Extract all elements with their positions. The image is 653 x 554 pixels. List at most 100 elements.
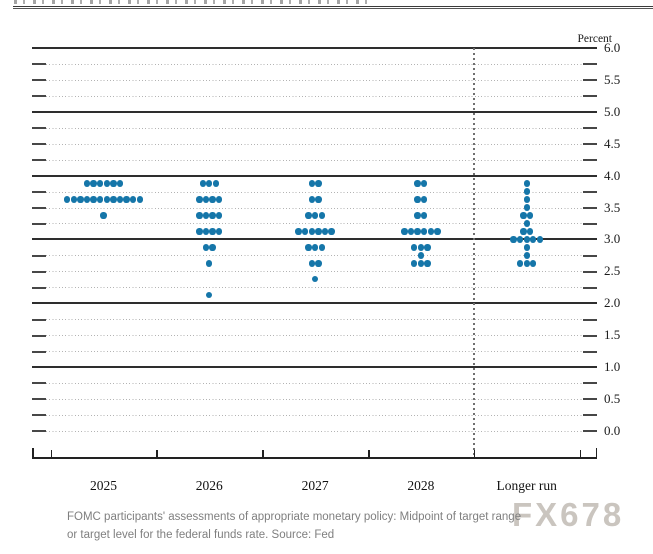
right-tick-2.25 xyxy=(583,286,597,289)
dot-2028-3.125 xyxy=(401,228,408,235)
right-tick-3.50 xyxy=(583,207,597,209)
dot-2027-3.875 xyxy=(315,180,322,187)
gridline-5.25 xyxy=(46,95,583,97)
right-tick-0.25 xyxy=(583,414,597,417)
dot-2027-3.125 xyxy=(302,228,309,235)
y-tick-label-2.0: 2.0 xyxy=(604,295,621,311)
dot-2026-2.875 xyxy=(209,244,216,251)
gridline-0.25 xyxy=(46,414,583,416)
dot-longer-run-3.75 xyxy=(523,188,530,195)
right-tick-4.50 xyxy=(583,143,597,146)
left-tick-1.50 xyxy=(32,334,46,337)
gridline-0.00 xyxy=(46,430,583,432)
dot-2028-2.875 xyxy=(424,244,431,251)
dot-2025-3.625 xyxy=(97,196,104,203)
gridline-4.75 xyxy=(46,127,583,129)
right-tick-5.50 xyxy=(583,79,597,82)
dot-2028-3.125 xyxy=(427,228,434,235)
gridline-2.50 xyxy=(46,271,583,273)
dot-2028-3.625 xyxy=(414,196,421,203)
dot-2025-3.375 xyxy=(100,212,107,219)
dot-2027-2.375 xyxy=(311,276,319,283)
dot-2025-3.625 xyxy=(123,196,130,203)
left-tick-3.25 xyxy=(32,222,46,225)
watermark: FX678 xyxy=(512,496,625,533)
x-axis-tick-2 xyxy=(262,450,264,457)
dot-2025-3.625 xyxy=(103,196,110,203)
dot-longer-run-3.375 xyxy=(520,212,527,219)
right-tick-4.75 xyxy=(583,127,597,130)
dot-2026-3.625 xyxy=(209,196,216,203)
y-tick-label-2.5: 2.5 xyxy=(604,263,621,279)
right-tick-0.75 xyxy=(583,382,597,385)
dot-2026-3.375 xyxy=(196,212,203,219)
y-tick-label-3.5: 3.5 xyxy=(604,199,621,215)
gridline-6.00 xyxy=(32,47,597,49)
y-tick-label-0.5: 0.5 xyxy=(604,390,621,406)
left-tick-3.75 xyxy=(32,191,46,194)
x-axis-line xyxy=(32,457,597,459)
gridline-1.75 xyxy=(46,319,583,321)
dot-2026-2.125 xyxy=(206,292,213,299)
x-axis-right-corner xyxy=(595,448,597,457)
right-tick-4.25 xyxy=(583,159,597,162)
y-tick-label-4.5: 4.5 xyxy=(604,135,621,151)
y-tick-label-1.5: 1.5 xyxy=(604,327,621,343)
right-tick-5.25 xyxy=(583,95,597,98)
left-tick-4.75 xyxy=(32,127,46,130)
dot-longer-run-3.625 xyxy=(523,196,530,203)
left-tick-0.00 xyxy=(32,430,46,433)
gridline-3.50 xyxy=(46,207,583,209)
dot-2027-3.375 xyxy=(311,212,319,219)
dot-longer-run-3.125 xyxy=(526,228,534,235)
gridline-5.50 xyxy=(46,79,583,81)
category-label-2027: 2027 xyxy=(301,478,329,493)
dot-2026-2.875 xyxy=(202,244,210,251)
y-tick-label-6.0: 6.0 xyxy=(604,40,621,55)
y-tick-label-4.0: 4.0 xyxy=(604,167,621,183)
dot-2025-3.625 xyxy=(130,196,137,203)
dot-2028-3.875 xyxy=(421,180,428,187)
left-tick-2.75 xyxy=(32,254,46,257)
dot-2027-3.625 xyxy=(315,196,322,203)
gridline-3.00 xyxy=(32,238,597,241)
dot-2025-3.875 xyxy=(116,180,124,187)
gridline-1.25 xyxy=(46,351,583,353)
dot-2026-3.375 xyxy=(216,212,223,219)
dot-longer-run-2.625 xyxy=(516,260,524,267)
gridline-3.75 xyxy=(46,191,583,193)
left-tick-0.75 xyxy=(32,382,46,385)
dot-longer-run-3 xyxy=(536,236,544,243)
dot-2026-3.875 xyxy=(212,180,220,187)
dot-2027-3.125 xyxy=(295,228,302,235)
dot-2025-3.625 xyxy=(77,196,84,203)
right-tick-1.50 xyxy=(583,334,597,337)
dot-2026-3.625 xyxy=(216,196,223,203)
right-tick-5.75 xyxy=(583,63,597,66)
dot-longer-run-2.625 xyxy=(530,260,537,267)
dot-2028-3.125 xyxy=(421,228,428,235)
dot-2025-3.625 xyxy=(116,196,124,203)
dot-2028-2.625 xyxy=(424,260,431,267)
gridline-0.75 xyxy=(46,382,583,384)
dot-2026-3.875 xyxy=(199,180,206,187)
chart-caption: FOMC participants' assessments of approp… xyxy=(67,509,607,544)
x-axis-tick-1 xyxy=(156,450,158,457)
dot-2027-3.125 xyxy=(321,228,329,235)
y-tick-label-5.0: 5.0 xyxy=(604,103,621,119)
dot-2027-3.125 xyxy=(308,228,315,235)
dot-2027-2.625 xyxy=(315,260,322,267)
gridline-2.75 xyxy=(46,255,583,257)
dot-2025-3.875 xyxy=(97,180,104,187)
x-axis-tick-0 xyxy=(50,450,53,457)
left-tick-5.50 xyxy=(32,79,46,82)
x-axis-tick-5 xyxy=(579,450,582,457)
dot-2025-3.875 xyxy=(90,180,97,187)
dot-2025-3.875 xyxy=(110,180,117,187)
dot-2025-3.625 xyxy=(64,196,71,203)
dot-2026-3.125 xyxy=(216,228,223,235)
dot-2026-3.125 xyxy=(209,228,216,235)
dot-2028-2.625 xyxy=(411,260,418,267)
right-tick-1.25 xyxy=(583,350,597,353)
dot-plot-chart: Percent 6.0 5.5 5.0 4.5 4.0 3.5 3.0 2.5 2.0 1.5 1.… xyxy=(32,33,621,493)
